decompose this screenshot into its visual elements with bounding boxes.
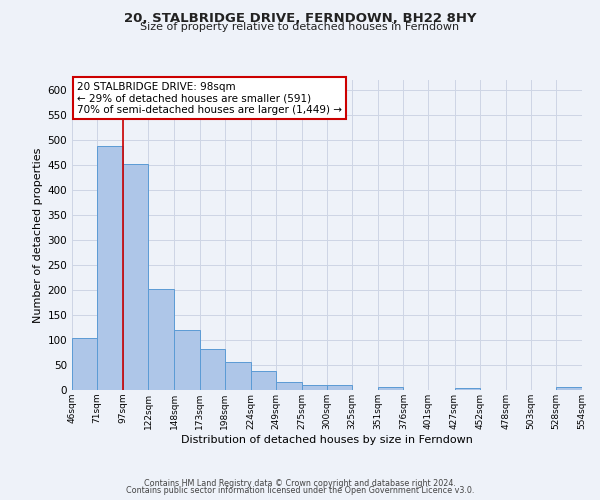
Bar	[556, 387, 582, 390]
Bar	[327, 384, 352, 390]
Text: 20 STALBRIDGE DRIVE: 98sqm
← 29% of detached houses are smaller (591)
70% of sem: 20 STALBRIDGE DRIVE: 98sqm ← 29% of deta…	[77, 82, 342, 115]
Text: Size of property relative to detached houses in Ferndown: Size of property relative to detached ho…	[140, 22, 460, 32]
X-axis label: Distribution of detached houses by size in Ferndown: Distribution of detached houses by size …	[181, 434, 473, 444]
Text: Contains public sector information licensed under the Open Government Licence v3: Contains public sector information licen…	[126, 486, 474, 495]
Bar	[97, 146, 123, 390]
Text: 20, STALBRIDGE DRIVE, FERNDOWN, BH22 8HY: 20, STALBRIDGE DRIVE, FERNDOWN, BH22 8HY	[124, 12, 476, 26]
Text: Contains HM Land Registry data © Crown copyright and database right 2024.: Contains HM Land Registry data © Crown c…	[144, 478, 456, 488]
Bar	[276, 382, 302, 390]
Y-axis label: Number of detached properties: Number of detached properties	[33, 148, 43, 322]
Bar	[72, 338, 97, 390]
Bar	[175, 330, 200, 390]
Bar	[123, 164, 148, 390]
Bar	[148, 289, 175, 390]
Bar	[199, 349, 224, 390]
Bar	[302, 384, 327, 390]
Bar	[455, 388, 479, 390]
Bar	[251, 370, 276, 390]
Bar	[378, 387, 403, 390]
Bar	[224, 362, 251, 390]
